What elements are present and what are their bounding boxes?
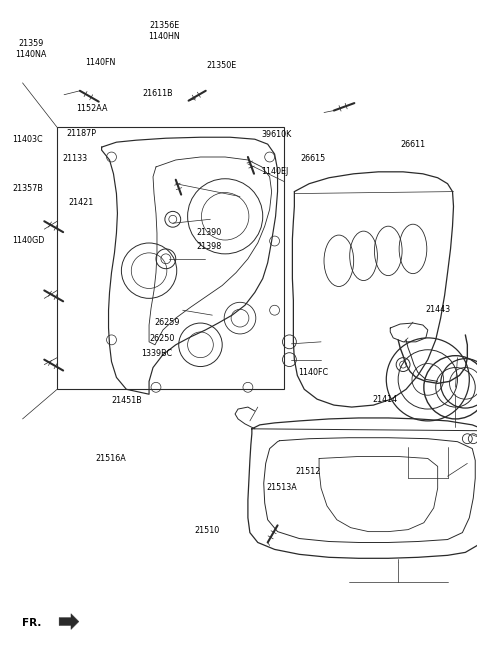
Text: FR.: FR. xyxy=(22,618,41,628)
Text: 26250: 26250 xyxy=(150,334,175,343)
Text: 21398: 21398 xyxy=(196,242,222,251)
Text: 21451B: 21451B xyxy=(111,396,142,405)
Text: 1152AA: 1152AA xyxy=(76,104,108,113)
Text: 21516A: 21516A xyxy=(96,455,126,464)
Bar xyxy=(57,127,285,389)
Text: 1140FC: 1140FC xyxy=(298,367,328,377)
Text: 1140EJ: 1140EJ xyxy=(261,167,288,176)
Text: 39610K: 39610K xyxy=(261,131,291,139)
Text: 21510: 21510 xyxy=(194,526,219,535)
Text: 26259: 26259 xyxy=(155,318,180,327)
Text: 26615: 26615 xyxy=(301,154,326,163)
Text: 21357B: 21357B xyxy=(12,184,43,193)
Text: 21390: 21390 xyxy=(196,228,222,237)
Text: 21512: 21512 xyxy=(296,468,321,476)
Text: 1339BC: 1339BC xyxy=(141,350,172,358)
Text: 21421: 21421 xyxy=(68,198,94,207)
Text: 21359
1140NA: 21359 1140NA xyxy=(15,39,47,59)
Text: 1140FN: 1140FN xyxy=(85,58,115,67)
Text: 1140GD: 1140GD xyxy=(12,236,45,245)
Text: 21187P: 21187P xyxy=(67,129,97,138)
Text: 21414: 21414 xyxy=(372,395,397,404)
Text: 21356E
1140HN: 21356E 1140HN xyxy=(148,22,180,41)
Text: 21350E: 21350E xyxy=(207,61,237,70)
Polygon shape xyxy=(59,613,79,630)
Text: 21611B: 21611B xyxy=(143,89,173,98)
Text: 11403C: 11403C xyxy=(12,135,43,144)
Text: 21513A: 21513A xyxy=(266,483,297,492)
Text: 21133: 21133 xyxy=(62,154,87,163)
Text: 26611: 26611 xyxy=(400,140,425,149)
Text: 21443: 21443 xyxy=(425,305,450,314)
